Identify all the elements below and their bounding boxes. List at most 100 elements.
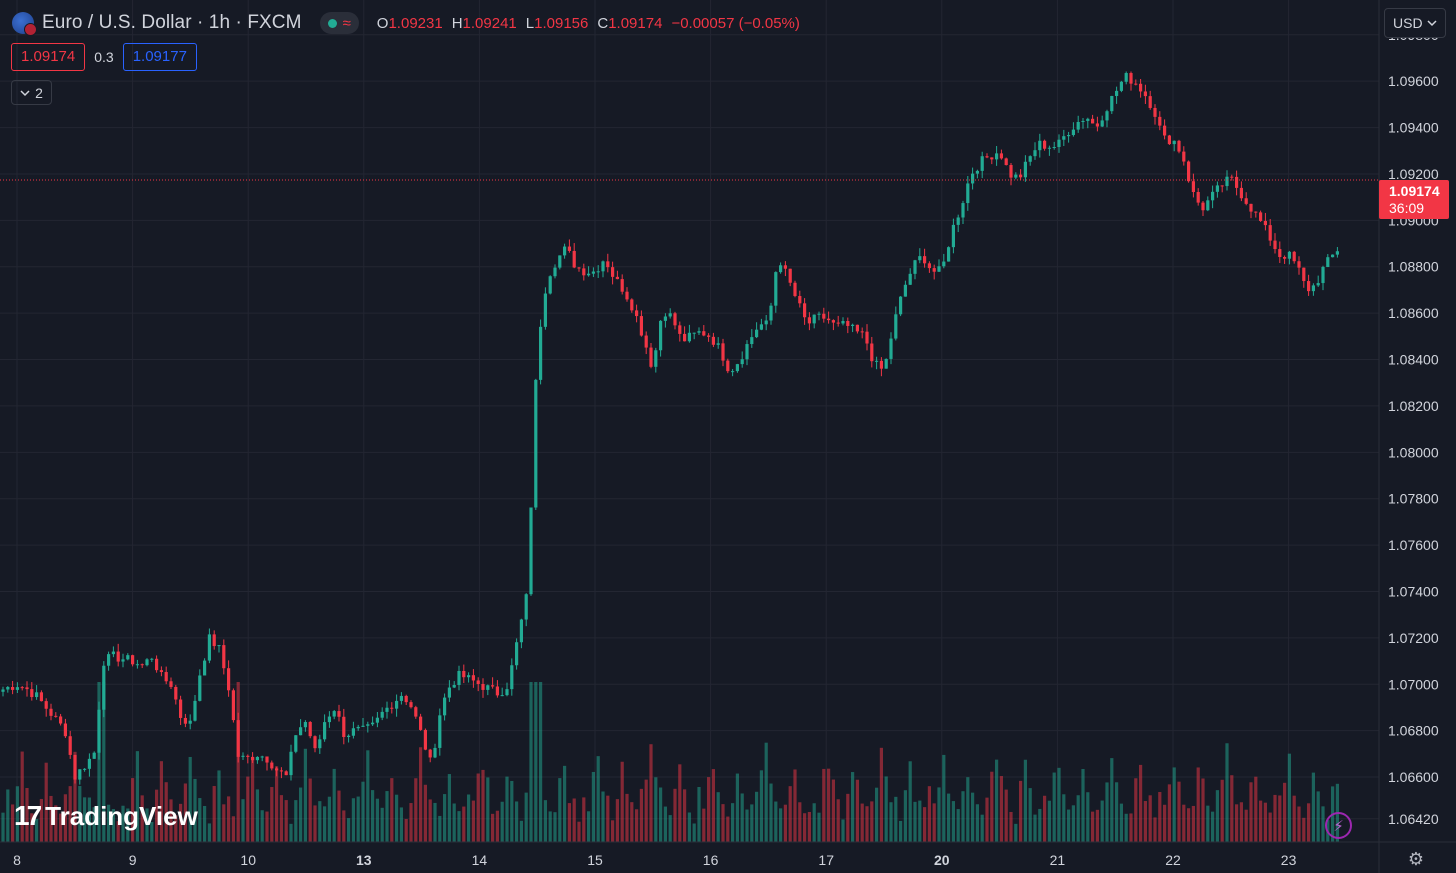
candle-body: [467, 675, 471, 678]
candle-body: [155, 658, 159, 671]
candle-body: [92, 752, 96, 759]
volume-bar: [539, 682, 543, 842]
candle-body: [371, 722, 375, 725]
volume-bar: [980, 814, 984, 842]
volume-bar: [1311, 772, 1315, 842]
volume-bar: [251, 757, 255, 842]
volume-bar: [443, 794, 447, 842]
candle-body: [443, 697, 447, 716]
volume-bar: [1038, 808, 1042, 842]
candle-body: [347, 735, 351, 738]
volume-bar: [990, 771, 994, 842]
candle-body: [495, 686, 499, 696]
candle-body: [956, 217, 960, 225]
lightning-icon[interactable]: ⚡: [1325, 812, 1352, 839]
candle-body: [1028, 156, 1032, 162]
volume-bar: [553, 812, 557, 842]
volume-bar: [707, 777, 711, 842]
volume-bar: [54, 805, 58, 842]
volume-bar: [971, 792, 975, 842]
volume-bar: [1158, 792, 1162, 842]
chevron-down-icon: [1427, 20, 1437, 27]
candle-body: [111, 651, 115, 655]
volume-bar: [985, 797, 989, 842]
volume-bar: [1, 812, 5, 842]
volume-bar: [947, 793, 951, 842]
candle-body: [1143, 91, 1147, 97]
volume-bar: [11, 804, 15, 842]
volume-bar: [241, 799, 245, 842]
candles: [1, 71, 1339, 785]
x-tick-label: 8: [13, 852, 21, 868]
volume-bar: [169, 799, 173, 842]
candle-body: [428, 749, 432, 758]
candle-body: [798, 296, 802, 304]
indicators-count: 2: [35, 84, 43, 101]
volume-bar: [831, 779, 835, 842]
volume-bar: [865, 806, 869, 842]
volume-bar: [371, 790, 375, 842]
volume-bar: [212, 786, 216, 842]
candle-body: [1163, 125, 1167, 136]
volume-bar: [126, 808, 130, 842]
volume-bar: [1014, 823, 1018, 842]
volume-bar: [1028, 788, 1032, 842]
volume-bar: [1086, 792, 1090, 842]
candle-body: [750, 337, 754, 345]
volume-bar: [207, 823, 211, 842]
sell-button[interactable]: 1.09174: [11, 43, 86, 71]
y-tick-label: 1.06600: [1388, 769, 1439, 785]
gear-icon[interactable]: ⚙: [1407, 848, 1425, 869]
x-tick-label: 21: [1050, 852, 1066, 868]
volume-bar: [1196, 767, 1200, 842]
volume-bar: [1244, 809, 1248, 842]
volume-bar: [601, 791, 605, 842]
volume-bar: [399, 807, 403, 842]
candle-body: [510, 665, 514, 690]
symbol-title[interactable]: Euro / U.S. Dollar · 1h · FXCM: [42, 12, 302, 33]
price-axis[interactable]: 1.098001.096001.094001.092001.090001.088…: [1388, 27, 1439, 827]
candle-body: [150, 658, 154, 660]
candle-body: [519, 619, 523, 643]
candle-body: [73, 754, 77, 780]
volume-bar: [107, 804, 111, 842]
volume-bar: [769, 783, 773, 842]
volume-bar: [102, 682, 106, 842]
volume-bar: [323, 806, 327, 842]
volume-bar: [851, 772, 855, 842]
last-price-value: 1.09174: [1389, 183, 1440, 199]
candle-body: [995, 153, 999, 160]
volume-bar: [572, 798, 576, 842]
candle-body: [471, 675, 475, 681]
candle-body: [121, 659, 125, 662]
candle-body: [572, 250, 576, 268]
volume-bar: [1215, 790, 1219, 842]
x-tick-label: 13: [356, 852, 372, 868]
tradingview-watermark[interactable]: 17 TradingView: [14, 800, 198, 832]
candle-body: [1244, 198, 1248, 204]
candle-body: [606, 261, 610, 268]
candle-body: [611, 267, 615, 277]
candle-body: [409, 702, 413, 708]
candle-body: [236, 720, 240, 757]
candle-body: [505, 689, 509, 696]
candle-body: [78, 769, 82, 780]
volume-bar: [827, 768, 831, 842]
candle-body: [971, 173, 975, 184]
volume-bar: [270, 787, 274, 842]
candle-body: [1110, 95, 1114, 112]
indicators-toggle-button[interactable]: 2: [11, 80, 52, 105]
volume-bar: [1105, 782, 1109, 842]
volume-bar: [1211, 811, 1215, 842]
volume-bar: [375, 798, 379, 842]
buy-button[interactable]: 1.09177: [122, 43, 197, 71]
time-axis[interactable]: 8 9 10 13 14 15 16 17 20 21 22 23: [13, 852, 1296, 868]
currency-selector[interactable]: USD: [1384, 8, 1446, 38]
market-status-pill[interactable]: ≈: [319, 12, 359, 34]
volume-bar: [476, 773, 480, 842]
candle-body: [548, 276, 552, 294]
volume-bar: [1124, 813, 1128, 842]
candle-body: [337, 711, 341, 717]
candle-body: [668, 313, 672, 317]
